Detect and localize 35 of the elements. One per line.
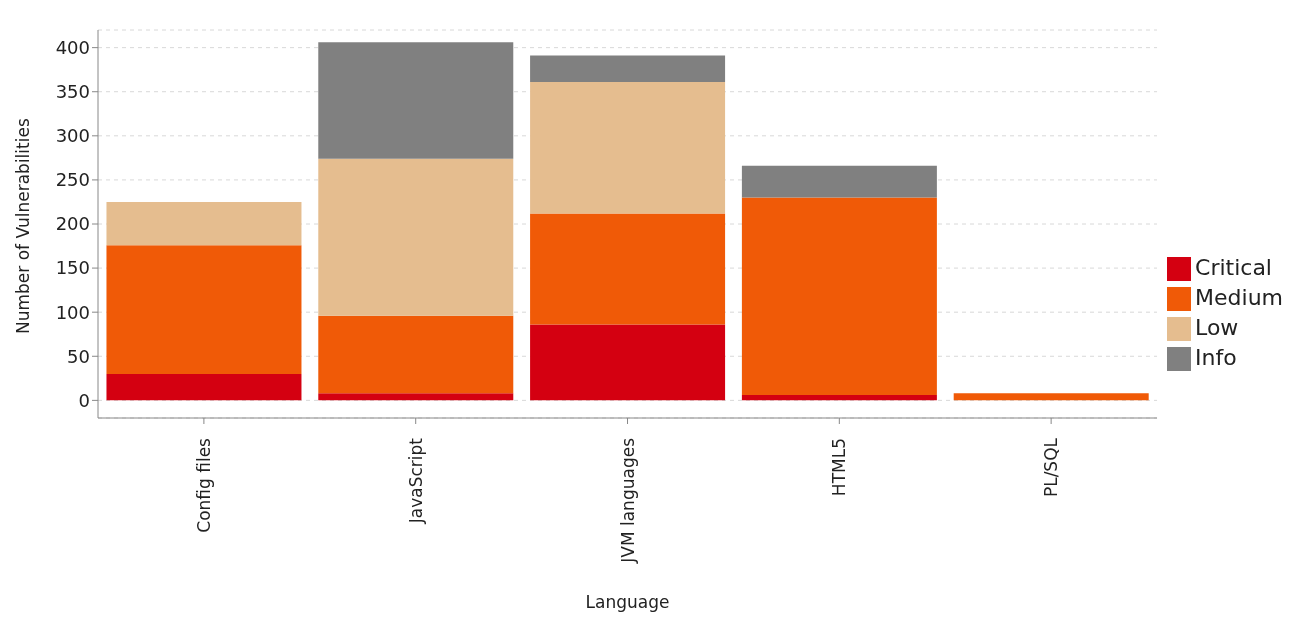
y-tick-label: 250 [55, 169, 90, 191]
legend-label: Critical [1195, 255, 1272, 280]
y-tick-label: 300 [55, 125, 90, 147]
bar [318, 158, 514, 316]
x-tick-label: HTML5 [829, 438, 850, 497]
bar [530, 55, 726, 83]
bar [530, 82, 726, 214]
x-axis-title: Language [585, 592, 670, 612]
bar [953, 393, 1149, 401]
y-tick-label: 400 [55, 37, 90, 59]
bar [106, 201, 302, 246]
x-tick-label: JVM languages [617, 437, 638, 564]
legend-label: Low [1195, 315, 1239, 340]
bar [741, 197, 937, 396]
bar [106, 245, 302, 374]
x-tick-label: PL/SQL [1041, 437, 1062, 498]
bar [318, 315, 514, 394]
x-tick-label: JavaScript [405, 437, 426, 525]
legend-label: Medium [1195, 285, 1283, 310]
y-tick-label: 50 [67, 345, 90, 367]
y-tick-label: 200 [55, 213, 90, 235]
bar [318, 42, 514, 159]
y-tick-label: 0 [78, 389, 90, 411]
bar [741, 395, 937, 401]
bar [106, 373, 302, 401]
y-tick-label: 350 [55, 81, 90, 103]
y-axis-title: Number of Vulnerabilities [13, 118, 34, 334]
x-tick-label: Config files [193, 437, 214, 533]
y-tick-label: 150 [55, 257, 90, 279]
y-tick-label: 100 [55, 301, 90, 323]
bar [530, 213, 726, 325]
bar [318, 393, 514, 401]
bar [530, 324, 726, 401]
bar [741, 165, 937, 198]
legend-label: Info [1195, 345, 1237, 370]
